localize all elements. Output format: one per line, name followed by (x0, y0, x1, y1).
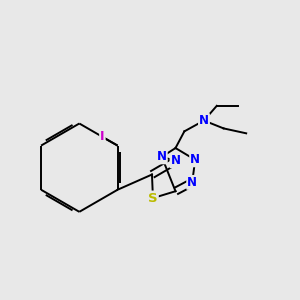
Text: S: S (148, 192, 158, 205)
Text: N: N (199, 114, 209, 127)
Text: N: N (187, 176, 197, 189)
Text: N: N (157, 150, 167, 164)
Text: N: N (190, 153, 200, 166)
Text: N: N (170, 154, 181, 167)
Text: I: I (100, 130, 105, 143)
